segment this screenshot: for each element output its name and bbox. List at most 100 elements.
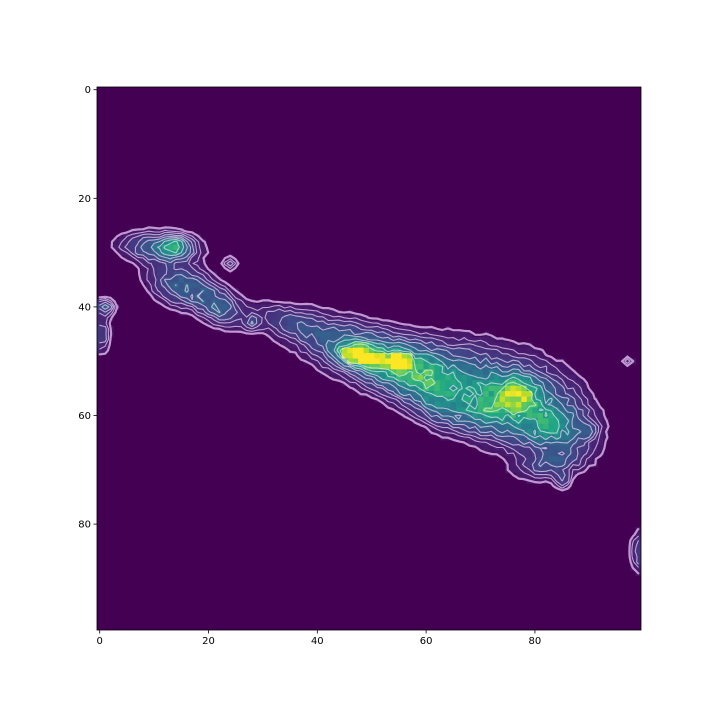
heatmap-cell — [97, 331, 103, 338]
heatmap-cell — [162, 249, 169, 256]
heatmap-cell — [450, 396, 457, 403]
heatmap-cell — [537, 353, 544, 359]
heatmap-cell — [456, 396, 462, 403]
heatmap-cell — [548, 434, 555, 441]
heatmap-cell — [461, 401, 468, 408]
heatmap-cell — [194, 304, 201, 311]
heatmap-cell — [396, 336, 403, 343]
heatmap-cell — [543, 461, 549, 468]
heatmap-cell — [510, 467, 517, 473]
heatmap-cell — [417, 358, 424, 365]
heatmap-cell — [227, 298, 234, 305]
heatmap-cell — [118, 233, 125, 240]
heatmap-cell — [97, 347, 103, 354]
heatmap-cell — [505, 412, 511, 419]
heatmap-cell — [515, 423, 522, 430]
heatmap-cell — [379, 347, 386, 354]
heatmap-cell — [341, 342, 348, 349]
y-axis-ticks: 0 20 40 60 80 — [78, 85, 97, 531]
heatmap-cell — [505, 385, 511, 392]
heatmap-cell — [102, 304, 109, 311]
heatmap-cell — [194, 266, 201, 273]
heatmap-cell — [390, 380, 397, 387]
heatmap-cell — [597, 407, 604, 414]
heatmap-cell — [363, 325, 370, 332]
heatmap-cell — [532, 385, 539, 392]
heatmap-cell — [243, 298, 250, 305]
contour-line — [99, 231, 639, 565]
heatmap-cell — [483, 353, 490, 359]
heatmap-cell — [140, 239, 147, 245]
heatmap-cell — [439, 423, 446, 430]
heatmap-cell — [505, 353, 511, 359]
heatmap-cell — [434, 391, 441, 397]
heatmap-cell — [292, 320, 299, 327]
heatmap-cell — [521, 412, 528, 419]
heatmap-cell — [450, 336, 457, 343]
heatmap-cell — [483, 363, 490, 370]
heatmap-cell — [358, 315, 364, 321]
heatmap-cell — [309, 320, 315, 327]
heatmap-cell — [189, 244, 196, 251]
heatmap-cell — [412, 353, 419, 359]
heatmap-cell — [581, 391, 587, 397]
heatmap-cell — [265, 325, 272, 332]
heatmap-cell — [445, 369, 451, 376]
heatmap-cell — [450, 407, 457, 414]
heatmap-cell — [581, 407, 587, 414]
heatmap-cell — [298, 304, 305, 311]
heatmap-cell — [428, 325, 435, 332]
heatmap-cell — [390, 385, 397, 392]
heatmap-cell — [309, 325, 315, 332]
heatmap-cell — [178, 233, 185, 240]
heatmap-cell — [532, 358, 539, 365]
heatmap-cell — [428, 342, 435, 349]
heatmap-cell — [537, 461, 544, 468]
x-axis-ticks: 0 20 40 60 80 — [97, 630, 541, 647]
heatmap-cell — [570, 456, 577, 463]
heatmap-cell — [417, 385, 424, 392]
heatmap-cell — [515, 407, 522, 414]
heatmap-cell — [385, 385, 392, 392]
heatmap-cell — [439, 407, 446, 414]
heatmap-cell — [292, 325, 299, 332]
heatmap-cell — [532, 407, 539, 414]
heatmap-cell — [548, 445, 555, 452]
heatmap-cell — [390, 391, 397, 397]
heatmap-cell — [227, 304, 234, 311]
heatmap-cell — [407, 369, 413, 376]
heatmap-cell — [374, 331, 381, 338]
heatmap-cell — [548, 429, 555, 435]
heatmap-cell — [314, 363, 321, 370]
heatmap-cell — [107, 309, 114, 316]
heatmap-cell — [510, 353, 517, 359]
heatmap-cell — [466, 439, 473, 446]
heatmap-cell — [145, 244, 152, 251]
heatmap-cell — [347, 353, 354, 359]
heatmap-cell — [211, 293, 218, 300]
heatmap-cell — [287, 325, 294, 332]
heatmap-cell — [537, 429, 544, 435]
heatmap-cell — [477, 445, 484, 452]
heatmap-cell — [553, 363, 560, 370]
heatmap-cell — [227, 320, 234, 327]
heatmap-cell — [265, 315, 272, 321]
heatmap-cell — [407, 353, 413, 359]
heatmap-cell — [477, 407, 484, 414]
heatmap-cell — [570, 391, 577, 397]
heatmap-cell — [472, 336, 479, 343]
heatmap-cell — [358, 358, 364, 365]
heatmap-cell — [330, 315, 337, 321]
heatmap-cell — [189, 309, 196, 316]
heatmap-cell — [401, 401, 408, 408]
heatmap-cell — [450, 374, 457, 381]
heatmap-cell — [559, 391, 566, 397]
heatmap-cell — [140, 266, 147, 273]
heatmap-cell — [145, 266, 152, 273]
heatmap-cell — [499, 434, 506, 441]
heatmap-cell — [499, 423, 506, 430]
heatmap-cell — [162, 298, 169, 305]
heatmap-cell — [265, 331, 272, 338]
heatmap-cell — [466, 336, 473, 343]
heatmap-cell — [347, 358, 354, 365]
